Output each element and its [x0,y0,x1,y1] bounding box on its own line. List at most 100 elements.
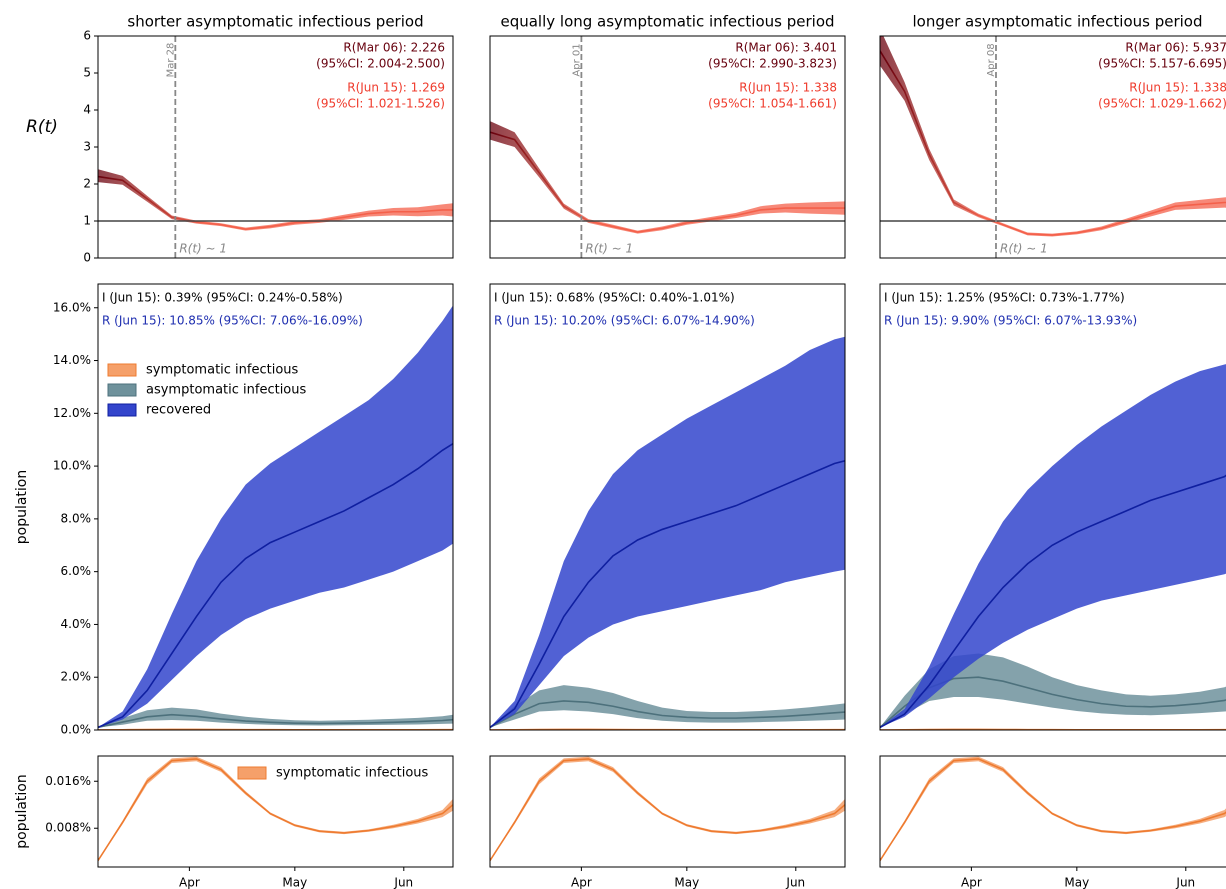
legend-label: recovered [146,403,211,418]
axes-frame [879,35,1226,259]
annotation: R(Mar 06): 3.401 [735,41,837,55]
confidence-band [880,364,1226,728]
legend-swatch [237,766,267,780]
y-tick-label: 12.0% [53,406,91,420]
y-tick-label: 6.0% [61,564,92,578]
confidence-band [490,336,845,728]
x-tick-label: Apr [571,876,592,889]
axes-frame [879,283,1226,731]
y-axis-label: population [14,774,30,849]
legend-label: symptomatic infectious [276,766,429,781]
legend-swatch [107,383,137,397]
hline-label: R(t) ∼ 1 [585,242,633,256]
x-tick-label: Jun [785,876,805,889]
panel-title: shorter asymptomatic infectious period [127,13,423,31]
series-line [98,442,453,729]
x-tick-label: Apr [179,876,200,889]
series-line [490,131,845,233]
x-tick-label: Jun [393,876,413,889]
y-tick-label: 3 [83,140,91,154]
x-tick-label: May [282,876,307,889]
legend-swatch [107,363,137,377]
hline-label: R(t) ∼ 1 [1000,242,1048,256]
annotation: (95%CI: 2.004-2.500) [316,57,445,71]
y-tick-label: 5 [83,66,91,80]
y-tick-label: 0.016% [45,774,91,788]
y-axis-label: R(t) [26,117,58,137]
annotation: I (Jun 15): 0.68% (95%CI: 0.40%-1.01%) [494,291,735,305]
plot-area [490,756,845,862]
y-tick-label: 10.0% [53,459,91,473]
axes-frame [97,755,454,868]
axes-frame [489,283,846,731]
axes-frame [489,35,846,259]
annotation: (95%CI: 1.021-1.526) [316,97,445,111]
y-tick-label: 2.0% [61,670,92,684]
annotation: R (Jun 15): 9.90% (95%CI: 6.07%-13.93%) [884,314,1137,328]
x-tick-label: Apr [961,876,982,889]
plot-area [98,169,453,231]
series-line [98,175,453,230]
plot-area [880,36,1226,237]
y-tick-label: 16.0% [53,300,91,314]
series-line [490,758,845,861]
plot-area [98,756,453,862]
confidence-band [98,707,453,728]
series-line [98,713,453,729]
panel-title: longer asymptomatic infectious period [912,13,1202,31]
confidence-band [880,756,1226,862]
annotation: (95%CI: 1.029-1.662) [1098,97,1226,111]
panel-title: equally long asymptomatic infectious per… [500,13,834,31]
y-tick-label: 6 [83,29,91,43]
y-tick-label: 4.0% [61,617,92,631]
y-tick-label: 4 [83,103,91,117]
annotation: (95%CI: 2.990-3.823) [708,57,837,71]
y-tick-label: 14.0% [53,353,91,367]
annotation: R (Jun 15): 10.85% (95%CI: 7.06%-16.09%) [102,314,363,328]
y-tick-label: 2 [83,177,91,191]
axes-frame [97,283,454,731]
confidence-band [98,305,453,728]
y-tick-label: 1 [83,214,91,228]
annotation: R(Jun 15): 1.338 [1129,81,1226,95]
series-line [490,700,845,729]
annotation: (95%CI: 5.157-6.695) [1098,57,1226,71]
x-tick-label: May [674,876,699,889]
legend-label: symptomatic infectious [146,363,299,378]
axes-frame [97,35,454,259]
annotation: R (Jun 15): 10.20% (95%CI: 6.07%-14.90%) [494,314,755,328]
plot-area [880,756,1226,862]
annotation: R(Jun 15): 1.338 [739,81,837,95]
annotation: I (Jun 15): 1.25% (95%CI: 0.73%-1.77%) [884,291,1125,305]
x-tick-label: Jun [1175,876,1195,889]
y-axis-label: population [14,470,30,545]
series-line [880,758,1226,861]
hline-label: R(t) ∼ 1 [179,242,227,256]
vline-label: Apr 08 [986,43,997,76]
annotation: R(Mar 06): 5.937 [1125,41,1226,55]
series-line [880,474,1226,729]
series-line [880,50,1226,236]
series-line [98,758,453,861]
legend-label: asymptomatic infectious [146,383,306,398]
confidence-band [98,169,453,231]
plot-area [490,121,845,234]
annotation: R(Mar 06): 2.226 [343,41,445,55]
plot-area [880,364,1226,730]
y-tick-label: 0.0% [61,723,92,737]
vline-label: Apr 01 [571,43,582,76]
axes-frame [879,755,1226,868]
y-tick-label: 0 [83,251,91,265]
annotation: R(Jun 15): 1.269 [347,81,445,95]
confidence-band [880,653,1226,728]
annotation: I (Jun 15): 0.39% (95%CI: 0.24%-0.58%) [102,291,343,305]
legend-swatch [107,403,137,417]
vline-label: Mar 28 [165,43,176,78]
x-tick-label: May [1064,876,1089,889]
axes-frame [489,755,846,868]
y-tick-label: 0.008% [45,821,91,835]
confidence-band [490,756,845,862]
confidence-band [490,685,845,728]
